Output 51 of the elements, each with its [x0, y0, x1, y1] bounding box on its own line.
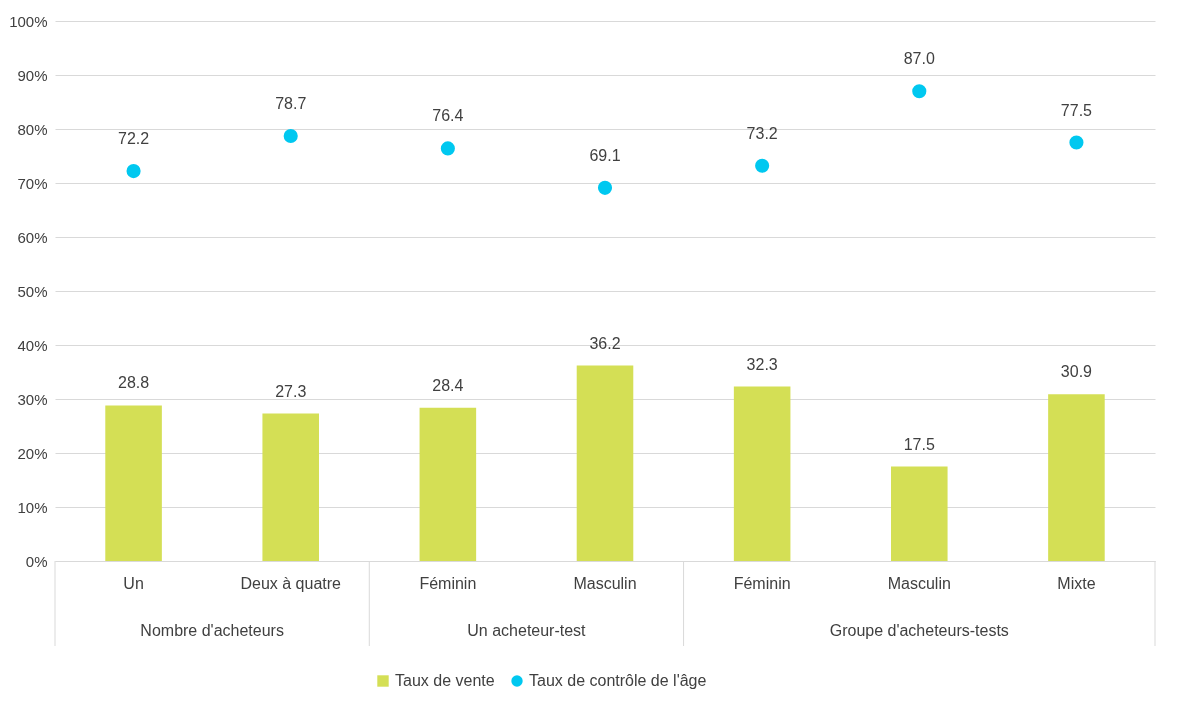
- bar: [576, 365, 634, 561]
- data-label: 69.1: [589, 146, 621, 164]
- bar: [1048, 394, 1105, 561]
- y-tick-label: 70%: [17, 174, 48, 192]
- y-tick-label: 60%: [17, 228, 48, 246]
- data-label: 78.7: [275, 95, 307, 113]
- y-tick-label: 80%: [17, 120, 48, 138]
- bar: [105, 405, 162, 561]
- data-label: 87.0: [903, 50, 935, 68]
- data-label: 30.9: [1060, 363, 1093, 381]
- x-tick-label: Masculin: [887, 574, 951, 592]
- bar: [733, 386, 791, 561]
- data-label: 27.3: [275, 382, 307, 400]
- data-label: 36.2: [589, 334, 621, 352]
- point: [912, 84, 927, 99]
- x-tick-label: Un: [123, 574, 144, 592]
- y-tick-label: 10%: [17, 498, 48, 516]
- bar: [262, 413, 319, 561]
- y-tick-label: 100%: [9, 12, 48, 30]
- data-label: 28.8: [118, 374, 150, 392]
- text: Un acheteur-test: [467, 622, 587, 639]
- legend-label: Taux de contrôle de l'âge: [529, 672, 707, 689]
- text: Nombre d'acheteurs: [140, 622, 284, 639]
- x-tick-label: Féminin: [733, 574, 791, 592]
- data-label: 17.5: [903, 435, 935, 453]
- point: [1069, 135, 1084, 150]
- point: [126, 164, 141, 179]
- data-label: 32.3: [746, 355, 778, 373]
- x-tick-label: Féminin: [419, 574, 477, 592]
- data-label: 72.2: [118, 130, 150, 148]
- text: Groupe d'acheteurs-tests: [829, 622, 1009, 639]
- y-tick-label: 40%: [17, 336, 48, 354]
- data-label: 76.4: [432, 107, 464, 125]
- y-tick-label: 20%: [17, 444, 48, 462]
- y-tick-label: 30%: [17, 390, 48, 408]
- y-tick-label: 90%: [17, 66, 48, 84]
- x-tick-label: Deux à quatre: [240, 574, 342, 592]
- y-tick-label: 0%: [25, 552, 48, 570]
- x-tick-label: Masculin: [573, 574, 637, 592]
- bar: [419, 407, 477, 561]
- point: [283, 128, 298, 144]
- data-label: 77.5: [1060, 101, 1093, 119]
- data-label: 73.2: [746, 124, 778, 142]
- y-tick-label: 50%: [17, 282, 48, 300]
- data-label: 28.4: [432, 376, 464, 394]
- point: [755, 158, 770, 173]
- legend-label: Taux de vente: [395, 672, 495, 689]
- point: [597, 180, 613, 195]
- bar: [891, 466, 948, 561]
- point: [440, 141, 455, 156]
- x-tick-label: Mixte: [1057, 574, 1096, 592]
